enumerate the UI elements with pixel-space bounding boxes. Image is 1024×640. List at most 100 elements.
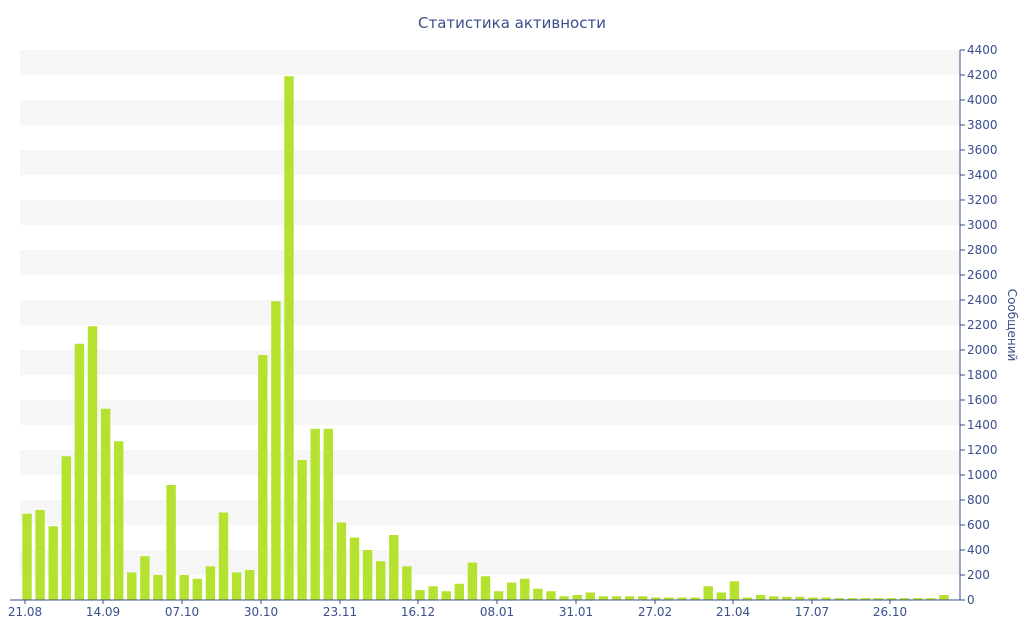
grid-stripe [20,500,960,525]
grid-stripe [20,400,960,425]
bar [284,76,294,600]
y-tick-label: 1200 [967,443,998,457]
bar [362,550,373,600]
y-axis-ticks: 0 200 400 600 800 1000 1200 1400 1600 1800 2000 220… [960,43,998,607]
bar [755,595,766,600]
bar [821,597,831,600]
bar [271,301,281,600]
x-tick-label: 14.09 [86,605,120,619]
bar [441,591,451,600]
y-tick-label: 0 [967,593,975,607]
y-tick-label: 4000 [967,93,998,107]
x-tick-label: 17.07 [795,605,829,619]
x-axis-ticks: 21.08 14.09 07.10 30.10 23.11 16.12 08.01 31.01… [8,600,907,619]
bar [769,596,779,600]
grid-stripe [20,350,960,375]
bar [376,561,386,600]
bar [611,596,622,600]
bar [808,597,818,600]
bar [258,355,268,600]
bar [572,595,582,600]
grid-stripe [20,550,960,575]
bar [834,598,844,601]
bar [166,485,176,600]
bar [651,597,661,600]
bar [205,566,216,600]
bar [61,456,71,600]
grid-stripe [20,300,960,325]
chart-title: Статистика активности [418,14,606,32]
bar [323,428,333,600]
x-tick-label: 21.04 [716,605,750,619]
x-tick-label: 23.11 [323,605,357,619]
bar [192,578,202,600]
bar [677,597,687,600]
bar [100,408,111,600]
y-tick-label: 3000 [967,218,998,232]
bar [729,581,740,600]
bar [559,596,569,600]
y-tick-label: 3400 [967,168,998,182]
bar [860,598,871,601]
bar [507,582,517,600]
grid-stripe [20,100,960,125]
bar [480,576,491,600]
x-tick-label: 07.10 [165,605,199,619]
x-tick-label: 27.02 [638,605,672,619]
bar [782,596,792,601]
y-tick-label: 1800 [967,368,998,382]
bar [35,510,45,600]
bar [913,598,923,601]
bar [74,343,85,600]
bar [310,428,320,600]
bar [900,598,910,601]
y-tick-label: 4200 [967,68,998,82]
y-tick-label: 1400 [967,418,998,432]
grid-stripes [20,50,960,575]
bar [245,570,255,600]
y-tick-label: 400 [967,543,990,557]
x-tick-label: 08.01 [480,605,514,619]
x-tick-label: 26.10 [873,605,907,619]
y-tick-label: 2600 [967,268,998,282]
bar [153,575,163,600]
bar [87,326,98,600]
bar [638,596,648,600]
bar [520,578,530,600]
bar [533,588,543,600]
bar [336,522,347,600]
bar [585,592,595,600]
bar [218,512,229,600]
bar [493,591,504,600]
bar [742,597,753,600]
grid-stripe [20,200,960,225]
bar [939,595,949,600]
grid-stripe [20,50,960,75]
y-tick-label: 600 [967,518,990,532]
bar [22,513,32,600]
bar [179,575,189,600]
bar [703,586,713,600]
bar [847,598,857,601]
bar [716,592,726,600]
bar-series [22,76,949,601]
x-tick-label: 31.01 [559,605,593,619]
bar [140,556,150,600]
y-tick-label: 1000 [967,468,998,482]
bar [389,535,399,600]
x-tick-label: 16.12 [401,605,435,619]
bar [795,596,805,601]
y-tick-label: 2800 [967,243,998,257]
grid-stripe [20,450,960,475]
bar [664,597,674,600]
bar [690,597,700,600]
y-tick-label: 2200 [967,318,998,332]
y-tick-label: 200 [967,568,990,582]
bar [454,583,464,600]
bar [546,591,556,600]
bar [127,572,137,600]
y-tick-label: 1600 [967,393,998,407]
bar [297,460,307,600]
bar [428,586,438,600]
